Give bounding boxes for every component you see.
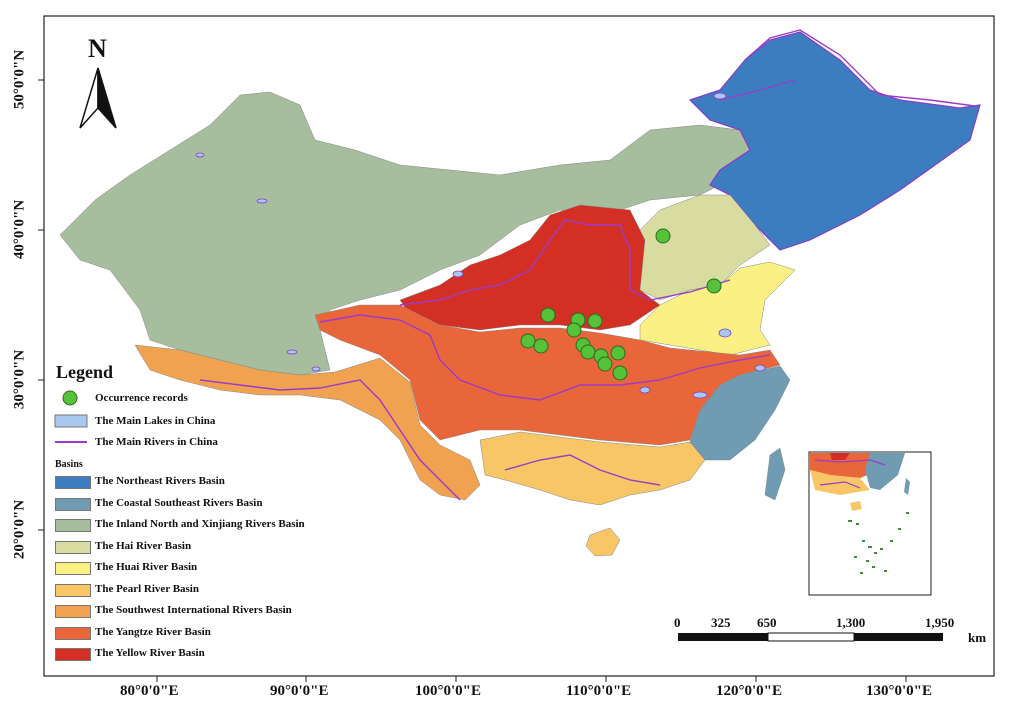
y-axis-label-30n: 30°0'0"N [11, 349, 28, 410]
island-hainan [585, 527, 621, 557]
x-axis-label-100e: 100°0'0"E [415, 683, 481, 699]
legend-basins-heading: Basins [55, 459, 83, 470]
x-axis-label-110e: 110°0'0"E [566, 683, 632, 699]
legend-basin-label: The Southwest International Rivers Basin [95, 604, 292, 616]
river-pearl [504, 454, 661, 486]
occurrence-point [655, 228, 671, 244]
lake [713, 92, 727, 100]
scale-bar [678, 632, 943, 642]
occurrence-layer [520, 228, 722, 381]
lakes-layer [195, 92, 766, 399]
y-axis-label-40n: 40°0'0"N [11, 199, 28, 260]
lake [452, 270, 464, 278]
legend-basin-swatch [55, 583, 91, 597]
occurrence-point [580, 344, 596, 360]
basin-northeast [688, 31, 981, 251]
scale-unit: km [968, 630, 987, 645]
lake [311, 366, 321, 372]
legend-symbols [54, 390, 88, 443]
scale-tick-1300: 1,300 [836, 615, 866, 630]
scale-tick-650: 650 [757, 615, 777, 630]
basin-coastal-southeast [689, 365, 791, 461]
scale-tick-0: 0 [674, 615, 681, 630]
legend-basin-label: The Inland North and Xinjiang Rivers Bas… [95, 518, 305, 530]
inset-river [814, 459, 886, 489]
legend-title: Legend [56, 362, 114, 382]
legend-basin-swatch [55, 476, 91, 489]
legend-basin-swatch [55, 497, 91, 511]
basin-yellow [399, 204, 661, 331]
lake [639, 386, 651, 394]
legend-basin-label: The Coastal Southeast Rivers Basin [95, 496, 263, 509]
north-arrow-icon [79, 67, 117, 129]
legend-basin-label: The Pearl River Basin [95, 582, 199, 595]
occurrence-point [706, 278, 722, 294]
legend-occurrence-icon [62, 390, 78, 406]
axis-ticks [38, 79, 907, 682]
legend-basin-label: The Yangtze River Basin [95, 625, 211, 638]
x-axis-label-120e: 120°0'0"E [716, 683, 782, 699]
river-nen [719, 79, 796, 101]
inset-map [808, 451, 932, 596]
river-southwest [199, 379, 461, 501]
legend-basin-swatch [55, 605, 91, 618]
legend-rivers-label: The Main Rivers in China [95, 436, 218, 448]
river-yangtze [319, 314, 771, 401]
legend-basin-swatch [55, 519, 91, 532]
legend-basin-label: The Yellow River Basin [95, 647, 205, 659]
inset-hainan [850, 501, 862, 511]
occurrence-point [533, 338, 549, 354]
x-axis-label-90e: 90°0'0"E [270, 683, 329, 699]
y-axis-label-50n: 50°0'0"N [11, 49, 28, 110]
lake [754, 364, 766, 372]
basin-southwest-international [134, 344, 481, 501]
legend-basin-swatch [55, 562, 91, 575]
legend-lakes-label: The Main Lakes in China [95, 415, 216, 427]
legend-basin-swatch [55, 648, 91, 661]
x-axis-label-80e: 80°0'0"E [120, 683, 179, 699]
occurrence-point [587, 313, 603, 329]
lake [195, 152, 205, 158]
x-axis-label-130e: 130°0'0"E [866, 683, 932, 699]
y-axis-label-20n: 20°0'0"N [11, 499, 28, 560]
inset-yangtze [810, 453, 880, 478]
inset-islands [848, 512, 909, 574]
north-label: N [88, 34, 107, 63]
legend-occurrence-label: Occurrence records [95, 392, 188, 404]
scale-tick-325: 325 [711, 615, 731, 630]
inset-yellow [830, 453, 850, 460]
island-taiwan [764, 447, 786, 501]
occurrence-point [612, 365, 628, 381]
lake [286, 349, 298, 355]
legend-basin-swatch [55, 540, 91, 554]
river-yellow [399, 219, 731, 306]
legend-basin-swatch [55, 626, 91, 640]
lake [718, 328, 732, 338]
legend-basin-label: The Hai River Basin [95, 539, 192, 552]
river-heilong [744, 29, 976, 107]
legend-basin-label: The Northeast Rivers Basin [95, 475, 225, 487]
occurrence-point [597, 356, 613, 372]
occurrence-point [520, 333, 536, 349]
occurrence-point [540, 307, 556, 323]
scale-tick-1950: 1,950 [925, 615, 955, 630]
rivers-layer [199, 29, 976, 501]
inset-taiwan [904, 478, 910, 495]
legend-basin-label: The Huai River Basin [95, 561, 198, 573]
occurrence-point [566, 322, 582, 338]
legend-lake-swatch [54, 414, 88, 428]
lake [692, 391, 708, 399]
lake [256, 198, 268, 204]
occurrence-point [610, 345, 626, 361]
basin-pearl [479, 431, 706, 506]
